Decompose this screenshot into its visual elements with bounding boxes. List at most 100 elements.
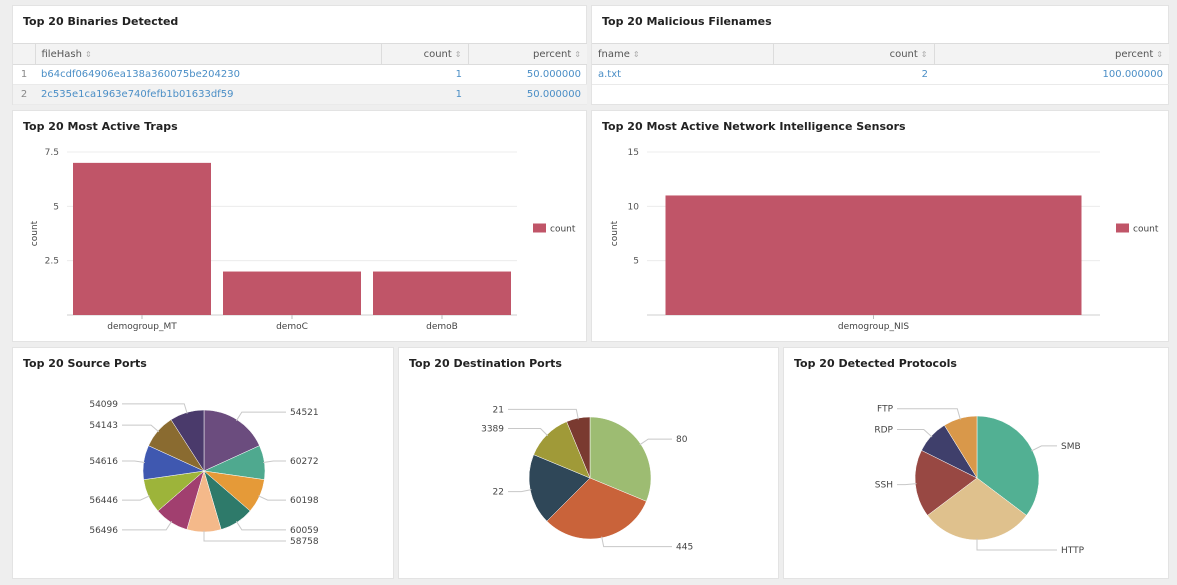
slice-label: 60272 — [290, 457, 319, 467]
y-tick-label: 10 — [628, 202, 640, 212]
row-index: 2 — [13, 84, 35, 105]
fname-cell[interactable]: a.txt — [592, 64, 773, 85]
slice-label: 54616 — [89, 457, 118, 467]
panel-title: Top 20 Most Active Traps — [23, 120, 178, 133]
filenames-table: fname ⇕ count ⇕ percent ⇕ a.txt 2 100.00000… — [592, 43, 1169, 85]
leader-line — [508, 489, 532, 493]
panel-title: Top 20 Most Active Network Intelligence … — [602, 120, 906, 133]
y-tick-label: 5 — [633, 257, 639, 267]
sort-icon: ⇕ — [84, 49, 92, 59]
column-header-percent[interactable]: percent ⇕ — [933, 43, 1169, 65]
leader-line — [639, 438, 672, 446]
y-axis-label: count — [610, 220, 620, 246]
panel-title: Top 20 Source Ports — [23, 357, 147, 370]
traps-panel: Top 20 Most Active Traps 2.5 5 7.5 count dem… — [12, 110, 587, 342]
panel-title: Top 20 Detected Protocols — [794, 357, 957, 370]
y-tick-label: 7.5 — [45, 148, 59, 158]
legend-swatch — [1116, 223, 1129, 233]
leader-line — [122, 403, 188, 414]
leader-line — [601, 536, 672, 548]
slice-label: 54099 — [89, 400, 118, 410]
x-tick-label: demogroup_MT — [107, 322, 177, 332]
slice-label: 21 — [493, 405, 504, 415]
panel-title: Top 20 Malicious Filenames — [602, 15, 772, 28]
leader-line — [508, 428, 549, 437]
y-axis-label: count — [30, 220, 40, 246]
sort-icon: ⇕ — [920, 49, 928, 59]
y-tick-label: 5 — [53, 202, 59, 212]
bar[interactable] — [373, 271, 511, 315]
leader-line — [1031, 445, 1057, 452]
slice-label: SSH — [875, 481, 893, 491]
slice-label: 54143 — [89, 421, 118, 431]
table-row: 2 2c535e1ca1963e740fefb1b01633df59 1 50.… — [13, 84, 587, 105]
column-header-count[interactable]: count ⇕ — [380, 43, 469, 65]
slice-label: FTP — [877, 405, 894, 415]
column-header-filehash[interactable]: fileHash ⇕ — [34, 43, 382, 65]
legend-swatch — [533, 223, 546, 233]
column-header-percent[interactable]: percent ⇕ — [467, 43, 587, 65]
leader-line — [258, 495, 286, 501]
index-header — [13, 43, 36, 65]
leader-line — [122, 521, 173, 531]
count-cell[interactable]: 1 — [381, 84, 468, 105]
leader-line — [122, 495, 150, 501]
percent-cell[interactable]: 100.000000 — [934, 64, 1169, 85]
slice-label: 22 — [493, 488, 504, 498]
percent-cell[interactable]: 50.000000 — [468, 84, 587, 105]
leader-line — [897, 428, 933, 438]
slice-label: 445 — [676, 543, 693, 553]
binaries-panel: Top 20 Binaries Detected fileHash ⇕ count… — [12, 5, 587, 105]
slice-label: 60059 — [290, 526, 319, 536]
binaries-table: fileHash ⇕ count ⇕ percent ⇕ 1 b64cdf064906… — [13, 43, 587, 105]
legend-label: count — [550, 225, 576, 235]
sensors-panel: Top 20 Most Active Network Intelligence … — [591, 110, 1169, 342]
panel-title: Top 20 Destination Ports — [409, 357, 562, 370]
table-row: a.txt 2 100.000000 — [592, 64, 1169, 85]
y-tick-label: 15 — [628, 148, 639, 158]
leader-line — [235, 411, 286, 421]
slice-label: 56496 — [89, 526, 118, 536]
sort-icon: ⇕ — [632, 49, 640, 59]
dest-ports-panel: Top 20 Destination Ports 80 445 22 3389 21 — [398, 347, 779, 579]
slice-label: 3389 — [481, 425, 504, 435]
slice-label: 56446 — [89, 496, 118, 506]
sort-icon: ⇕ — [1156, 49, 1163, 59]
leader-line — [203, 530, 286, 542]
count-cell[interactable]: 1 — [381, 64, 468, 85]
source-ports-panel: Top 20 Source Ports 54521 60272 60198 60059… — [12, 347, 394, 579]
filehash-cell[interactable]: b64cdf064906ea138a360075be204230 — [35, 64, 381, 85]
bar[interactable] — [223, 271, 361, 315]
panel-title: Top 20 Binaries Detected — [23, 15, 179, 28]
dest-ports-pie-chart: 80 445 22 3389 21 — [481, 405, 693, 553]
traps-bar-chart: 2.5 5 7.5 count demogroup_MT demoC demoB count — [30, 148, 576, 332]
leader-line — [976, 538, 1057, 551]
filenames-panel: Top 20 Malicious Filenames fname ⇕ count ⇕… — [591, 5, 1169, 105]
leader-line — [235, 521, 286, 531]
slice-label: HTTP — [1061, 546, 1085, 556]
slice-label: 58758 — [290, 537, 319, 547]
bar[interactable] — [665, 195, 1082, 315]
count-cell[interactable]: 2 — [773, 64, 934, 85]
leader-line — [263, 460, 286, 463]
sort-icon: ⇕ — [454, 49, 462, 59]
row-index: 1 — [13, 64, 35, 85]
leader-line — [897, 408, 961, 420]
slice-label: 54521 — [290, 408, 319, 418]
protocols-pie-chart: SMB HTTP SSH RDP FTP — [874, 405, 1085, 556]
leader-line — [122, 424, 160, 433]
bar[interactable] — [73, 162, 211, 315]
column-header-fname[interactable]: fname ⇕ — [592, 43, 774, 65]
leader-line — [508, 408, 579, 420]
percent-cell[interactable]: 50.000000 — [468, 64, 587, 85]
x-tick-label: demoC — [276, 322, 308, 332]
y-tick-label: 2.5 — [45, 257, 59, 267]
sensors-bar-chart: 5 10 15 count demogroup_NIS count — [610, 148, 1159, 332]
slice-label: SMB — [1061, 442, 1081, 452]
table-row: 1 b64cdf064906ea138a360075be204230 1 50.… — [13, 64, 587, 85]
filehash-cell[interactable]: 2c535e1ca1963e740fefb1b01633df59 — [35, 84, 381, 105]
table-header-row: fileHash ⇕ count ⇕ percent ⇕ — [13, 43, 587, 65]
sort-icon: ⇕ — [574, 49, 581, 59]
column-header-count[interactable]: count ⇕ — [772, 43, 935, 65]
